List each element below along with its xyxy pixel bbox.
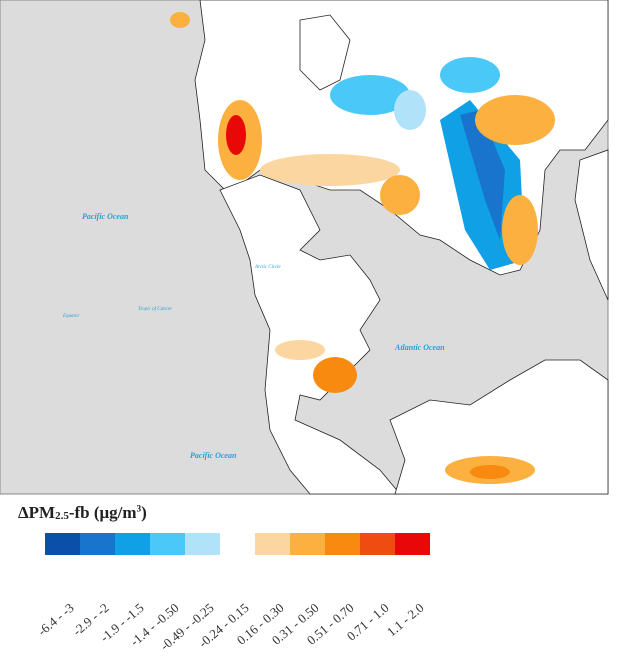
equator-label: Equator: [62, 314, 79, 319]
legend-title: ΔPM2.5-fb (μg/m3): [18, 503, 147, 523]
legend-title-mid: -fb (μg/m: [68, 503, 137, 522]
legend-swatch: [290, 533, 325, 555]
legend-swatch: [255, 533, 290, 555]
pacific-ocean-label-south: Pacific Ocean: [190, 451, 237, 460]
legend-swatch: [220, 533, 255, 555]
map: Pacific Ocean Pacific Ocean Atlantic Oce…: [0, 0, 609, 495]
legend-swatch: [115, 533, 150, 555]
legend-swatch: [45, 533, 80, 555]
land: [194, 0, 609, 495]
legend-swatch: [325, 533, 360, 555]
legend-title-prefix: ΔPM: [18, 503, 56, 522]
pollution-change-overlay: [170, 12, 555, 484]
legend-title-suffix: ): [141, 503, 147, 522]
atlantic-ocean-label: Atlantic Ocean: [394, 343, 445, 352]
legend-title-sub: 2.5: [55, 510, 69, 522]
tropic-label: Tropic of Cancer: [138, 307, 172, 312]
legend-swatch: [80, 533, 115, 555]
legend-swatch: [395, 533, 430, 555]
pacific-ocean-label: Pacific Ocean: [82, 212, 129, 221]
circle-label: Arctic Circle: [254, 265, 281, 270]
legend-title-sup: 3: [136, 503, 142, 514]
legend-swatch: [150, 533, 185, 555]
legend-swatch: [360, 533, 395, 555]
legend-swatch: [185, 533, 220, 555]
